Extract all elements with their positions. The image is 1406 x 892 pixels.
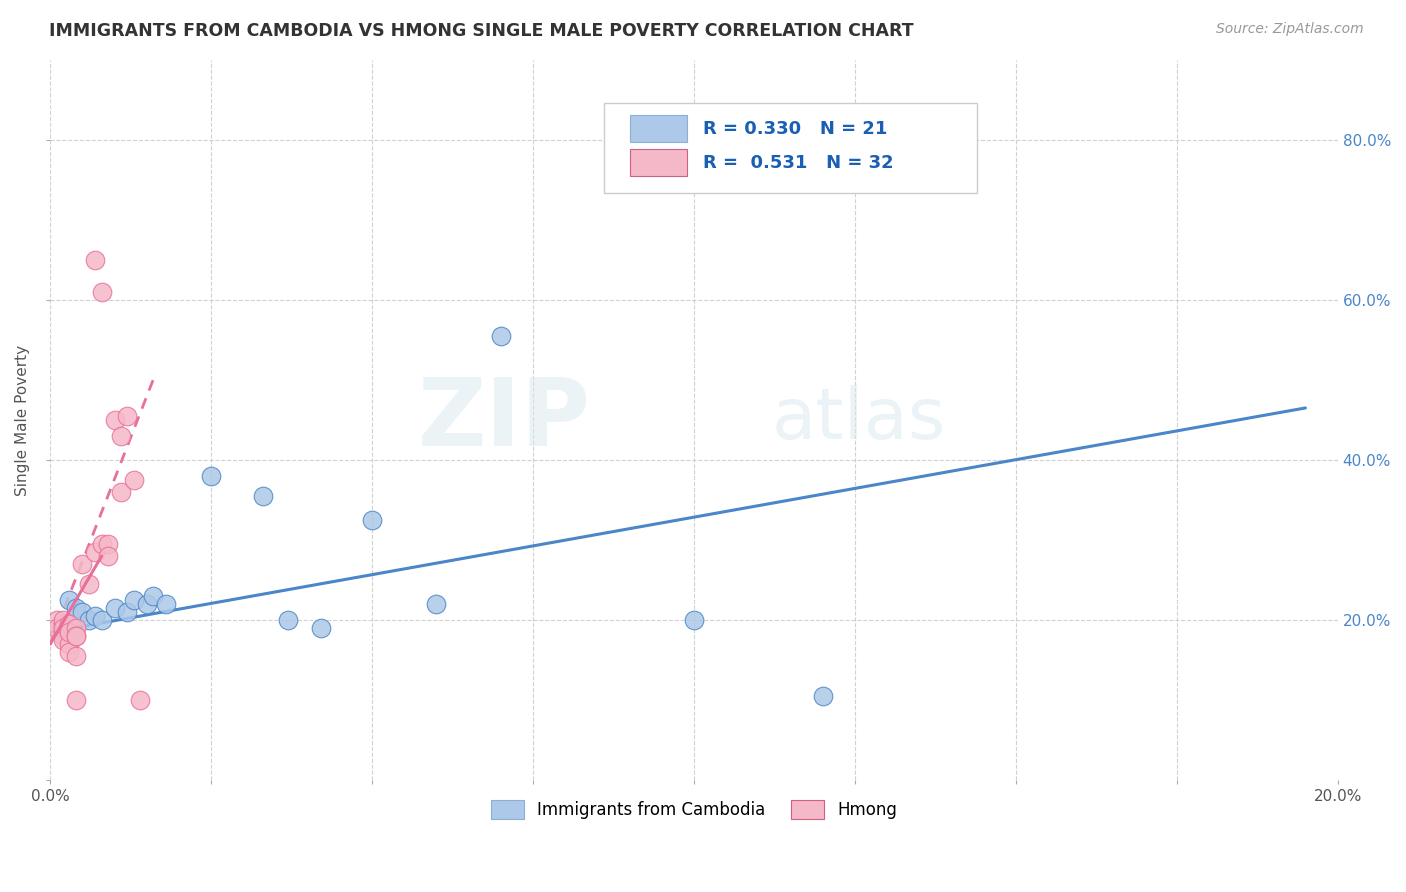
Point [361, 513, 384, 527]
Point [52, 621, 75, 635]
Point [155, 597, 177, 611]
Text: ZIP: ZIP [418, 374, 591, 466]
Point [252, 489, 274, 503]
Y-axis label: Single Male Poverty: Single Male Poverty [15, 344, 30, 496]
Point [65, 601, 87, 615]
Point [103, 413, 125, 427]
Point [65, 629, 87, 643]
Point [811, 690, 834, 704]
Point [65, 649, 87, 664]
Point [84, 252, 107, 267]
Point [110, 429, 132, 443]
Point [489, 329, 512, 343]
FancyBboxPatch shape [603, 103, 977, 193]
Point [200, 469, 222, 483]
Point [97, 549, 120, 563]
Point [58, 625, 80, 640]
Point [52, 617, 75, 632]
Point [52, 633, 75, 648]
Point [277, 613, 299, 627]
Point [65, 621, 87, 635]
Point [103, 601, 125, 615]
Point [58, 645, 80, 659]
Point [52, 613, 75, 627]
Point [117, 409, 139, 423]
Text: atlas: atlas [770, 385, 945, 454]
Point [52, 629, 75, 643]
Point [72, 557, 94, 571]
Point [90, 613, 112, 627]
Text: R = 0.330   N = 21: R = 0.330 N = 21 [703, 120, 887, 137]
Point [52, 625, 75, 640]
Point [97, 537, 120, 551]
Point [58, 625, 80, 640]
Point [45, 621, 67, 635]
Point [117, 605, 139, 619]
Point [425, 597, 447, 611]
Point [683, 613, 706, 627]
Point [84, 545, 107, 559]
Point [122, 473, 145, 487]
Point [77, 613, 100, 627]
Point [135, 597, 157, 611]
Point [58, 637, 80, 651]
Point [90, 285, 112, 299]
Point [58, 617, 80, 632]
Text: IMMIGRANTS FROM CAMBODIA VS HMONG SINGLE MALE POVERTY CORRELATION CHART: IMMIGRANTS FROM CAMBODIA VS HMONG SINGLE… [49, 22, 914, 40]
FancyBboxPatch shape [630, 115, 688, 143]
Point [45, 613, 67, 627]
Point [110, 485, 132, 500]
Text: Source: ZipAtlas.com: Source: ZipAtlas.com [1216, 22, 1364, 37]
Point [122, 593, 145, 607]
FancyBboxPatch shape [630, 149, 688, 177]
Text: R =  0.531   N = 32: R = 0.531 N = 32 [703, 153, 894, 171]
Point [129, 693, 152, 707]
Point [77, 577, 100, 591]
Point [58, 593, 80, 607]
Point [84, 609, 107, 624]
Legend: Immigrants from Cambodia, Hmong: Immigrants from Cambodia, Hmong [484, 794, 904, 826]
Point [90, 537, 112, 551]
Point [65, 629, 87, 643]
Point [65, 693, 87, 707]
Point [72, 605, 94, 619]
Point [309, 621, 332, 635]
Point [142, 589, 165, 603]
